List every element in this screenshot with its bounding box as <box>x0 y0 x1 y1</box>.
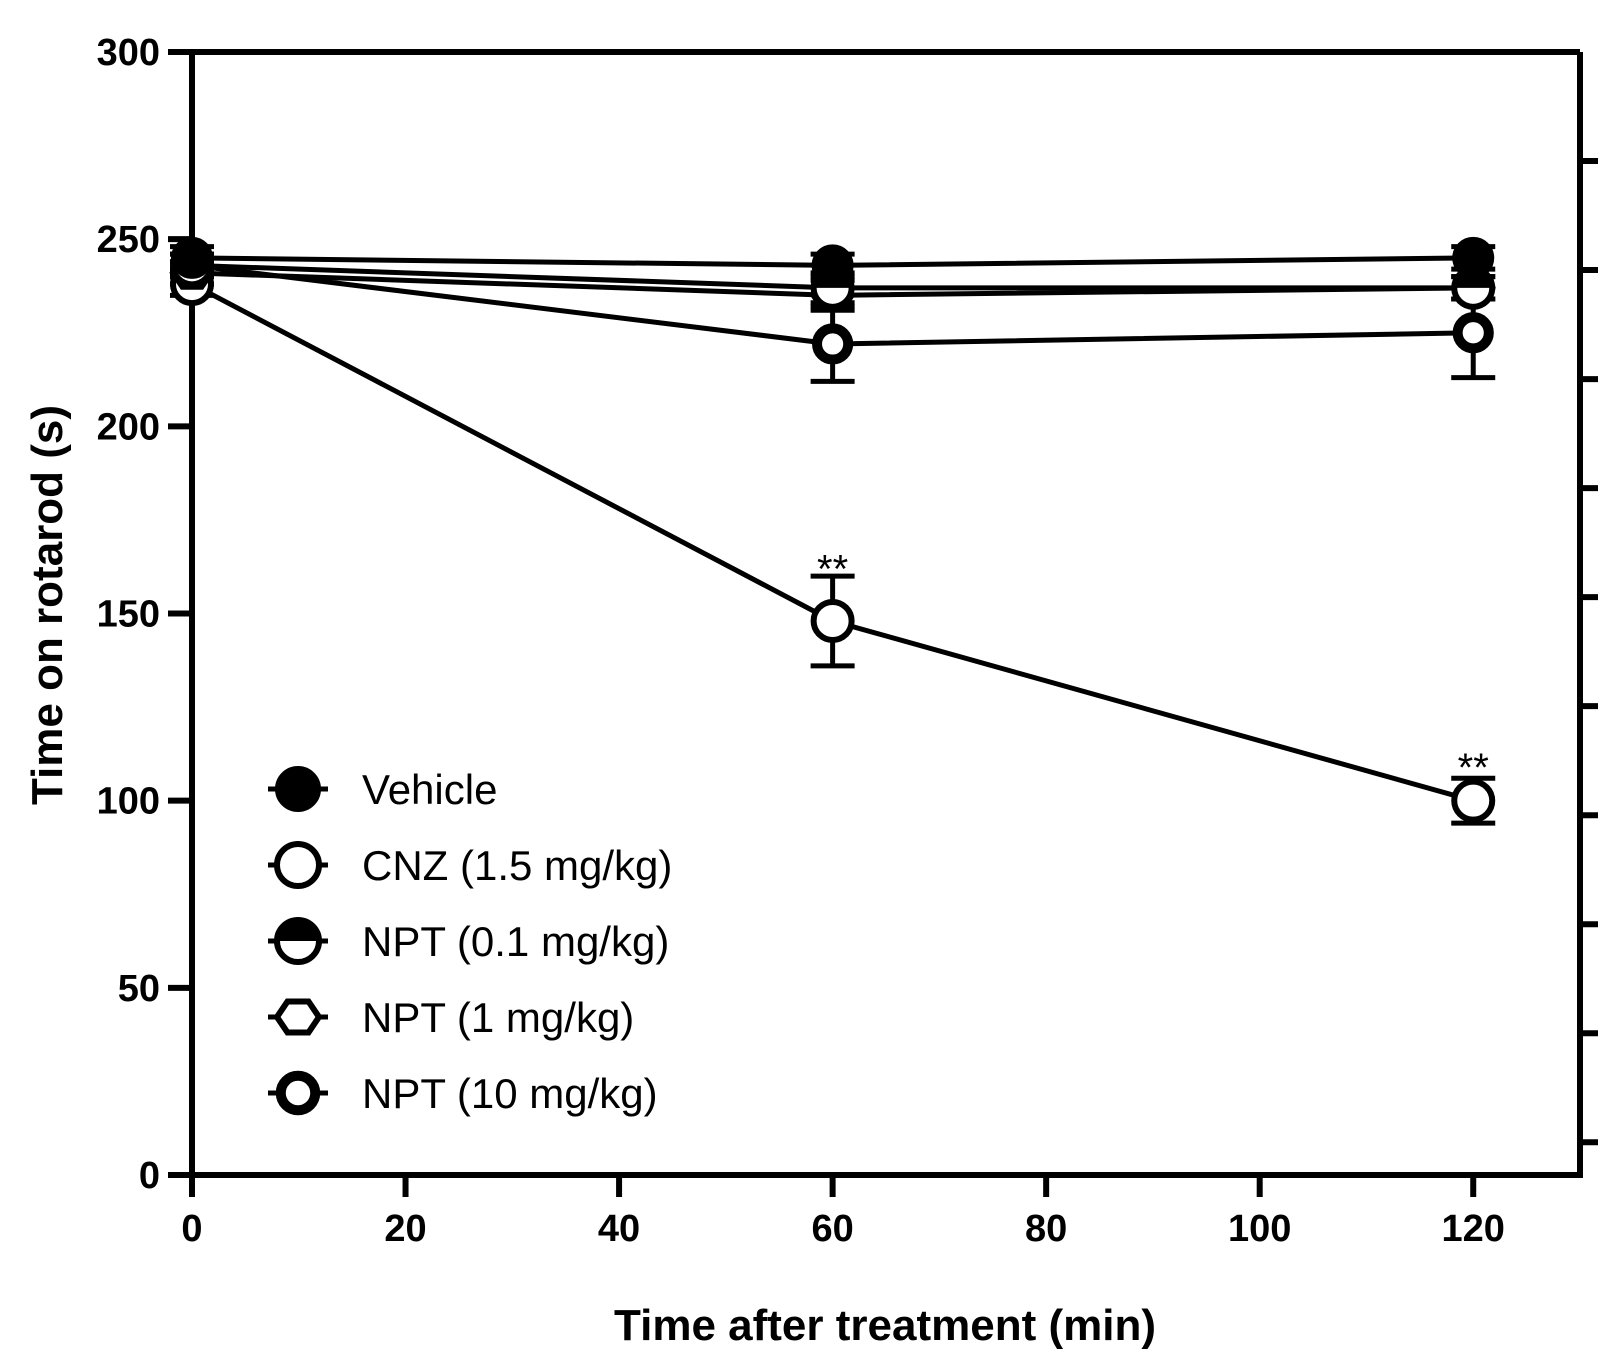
x-tick-label: 100 <box>1228 1208 1291 1250</box>
legend-label: CNZ (1.5 mg/kg) <box>362 842 672 889</box>
data-point <box>811 244 854 287</box>
x-tick-label: 80 <box>1025 1208 1067 1250</box>
data-point <box>1451 778 1496 823</box>
legend-label: NPT (10 mg/kg) <box>362 1070 658 1117</box>
y-tick-label: 0 <box>139 1155 160 1197</box>
legend-item: NPT (1 mg/kg) <box>268 994 634 1041</box>
legend-label: NPT (0.1 mg/kg) <box>362 918 669 965</box>
x-tick-label: 120 <box>1442 1208 1505 1250</box>
legend-item: NPT (10 mg/kg) <box>268 1070 658 1117</box>
y-tick-label: 250 <box>97 219 160 261</box>
axes: 0 50 100 150 200 250 300 0 20 40 60 80 100 120 <box>97 32 1598 1250</box>
y-tick-label: 300 <box>97 32 160 74</box>
significance-annotation: ** <box>1458 746 1489 790</box>
legend-label: NPT (1 mg/kg) <box>362 994 634 1041</box>
legend-marker <box>274 917 322 965</box>
x-axis-title: Time after treatment (min) <box>614 1301 1156 1350</box>
data-point <box>1452 312 1494 354</box>
data-point <box>810 598 855 643</box>
x-tick-label: 60 <box>811 1208 853 1250</box>
significance-annotation: ** <box>817 548 848 592</box>
legend-item: Vehicle <box>268 766 497 813</box>
data-point <box>812 323 854 365</box>
series-layer: ** ** <box>169 236 1496 826</box>
x-tick-label: 40 <box>598 1208 640 1250</box>
legend-item: CNZ (1.5 mg/kg) <box>268 841 672 889</box>
legend-label: Vehicle <box>362 766 497 813</box>
data-point <box>1452 236 1495 279</box>
legend-marker <box>273 998 323 1036</box>
legend-item: NPT (0.1 mg/kg) <box>268 917 669 965</box>
legend-marker <box>274 841 322 889</box>
x-tick-label: 20 <box>384 1208 426 1250</box>
data-point <box>171 236 213 279</box>
legend-marker <box>275 1070 321 1116</box>
x-tick-label: 0 <box>181 1208 202 1250</box>
y-axis-title: Time on rotarod (s) <box>23 405 72 805</box>
y-tick-label: 150 <box>97 594 160 636</box>
legend: Vehicle CNZ (1.5 mg/kg) NPT (0.1 mg/kg) NPT… <box>268 766 672 1117</box>
y-tick-label: 200 <box>97 406 160 448</box>
legend-marker <box>275 766 321 812</box>
y-tick-label: 100 <box>97 781 160 823</box>
y-tick-label: 50 <box>118 968 160 1010</box>
